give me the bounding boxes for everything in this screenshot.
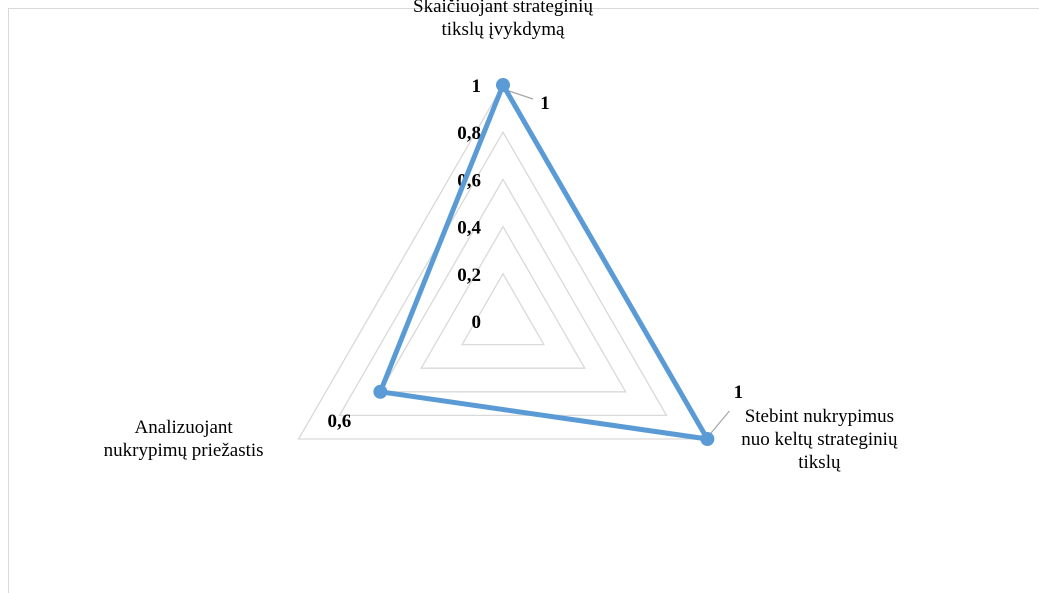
category-label: Analizuojant nukrypimų priežastis	[104, 417, 264, 461]
series-layer	[373, 78, 715, 446]
gridline-ring	[379, 178, 627, 393]
series-line	[377, 82, 710, 442]
axis-tick-label: 0	[472, 312, 482, 333]
gridline-ring	[297, 83, 709, 440]
data-value-label: 1	[540, 93, 550, 114]
radial-axis-ticks: 00,20,40,60,81	[457, 76, 481, 333]
axis-tick-label: 0,8	[457, 123, 481, 144]
category-label: Skaičiuojant strateginių tikslų įvykdymą	[413, 0, 593, 40]
gridline-ring	[460, 272, 546, 346]
data-label-leaders	[508, 90, 730, 436]
leader-line	[708, 410, 730, 436]
data-point	[373, 384, 388, 399]
axis-tick-label: 0,4	[457, 218, 481, 239]
data-labels: 110,6	[327, 93, 743, 432]
data-point	[496, 78, 510, 92]
category-labels: Skaičiuojant strateginių tikslų įvykdymą S…	[104, 0, 898, 473]
axis-tick-label: 1	[472, 76, 482, 97]
gridline-ring	[338, 130, 668, 417]
leader-line	[508, 90, 534, 100]
chart-area	[8, 8, 1039, 593]
gridline-ring	[420, 225, 586, 369]
data-value-label: 0,6	[327, 411, 351, 432]
data-point	[700, 432, 715, 446]
radar-grid	[297, 83, 709, 440]
category-label: Stebint nukrypimus nuo keltų strateginių t…	[741, 406, 898, 473]
data-value-label: 1	[734, 382, 744, 403]
axis-tick-label: 0,2	[457, 265, 481, 286]
